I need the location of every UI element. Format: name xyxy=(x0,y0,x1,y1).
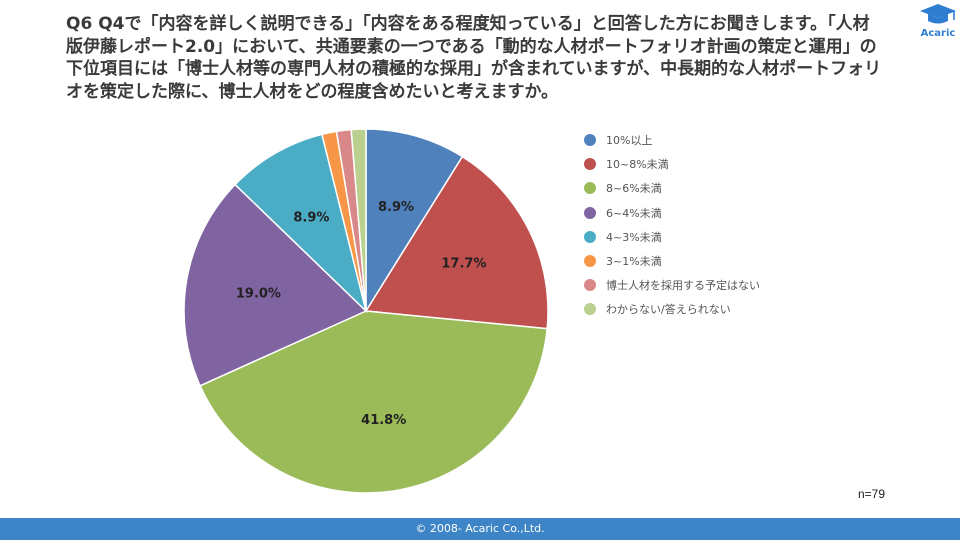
legend-item-6-4pct: 6~4%未満 xyxy=(584,201,760,225)
mortarboard-icon xyxy=(920,4,956,24)
legend-swatch xyxy=(584,182,596,195)
legend-label: 8~6%未満 xyxy=(606,182,662,196)
legend-label: 3~1%未満 xyxy=(606,255,662,269)
legend-item-10-8pct: 10~8%未満 xyxy=(584,152,760,176)
data-label-10pct-plus: 8.9% xyxy=(378,200,414,215)
acaric-logo: Acaric xyxy=(916,2,960,42)
question-text: Q6 Q4で「内容を詳しく説明できる」「内容をある程度知っている」と回答した方に… xyxy=(66,14,882,102)
pie-slice-6-4pct xyxy=(183,183,368,387)
legend-label: 10~8%未満 xyxy=(606,158,669,172)
pie-slice-10-8pct xyxy=(364,155,549,330)
data-label-4-3pct: 8.9% xyxy=(293,210,329,225)
legend-swatch xyxy=(584,255,596,268)
legend-swatch xyxy=(584,158,596,171)
legend-item-3-1pct: 3~1%未満 xyxy=(584,249,760,273)
legend-label: 6~4%未満 xyxy=(606,206,662,220)
legend-label: 4~3%未満 xyxy=(606,230,662,244)
legend-label: 10%以上 xyxy=(606,134,653,148)
data-label-6-4pct: 19.0% xyxy=(236,286,281,301)
legend-item-10pct-plus: 10%以上 xyxy=(584,128,760,152)
legend-swatch xyxy=(584,230,596,243)
chart-legend: 10%以上 10~8%未満 8~6%未満 6~4%未満 4~3%未満 3~1%未満博士人材… xyxy=(584,128,760,322)
legend-swatch xyxy=(584,279,596,292)
pie-slice-4-3pct xyxy=(234,133,368,314)
legend-swatch xyxy=(584,134,596,147)
data-label-10-8pct: 17.7% xyxy=(441,257,486,272)
logo-text: Acaric xyxy=(920,28,956,39)
legend-item-8-6pct: 8~6%未満 xyxy=(584,176,760,200)
legend-item-4-3pct: 4~3%未満 xyxy=(584,225,760,249)
legend-item-unknown: わからない/答えられない xyxy=(584,297,760,321)
footer-copyright: © 2008- Acaric Co.,Ltd. xyxy=(0,518,960,540)
sample-size: n=79 xyxy=(858,487,886,501)
legend-swatch xyxy=(584,206,596,219)
pie-slice-unknown xyxy=(350,128,367,312)
pie-slice-10pct-plus xyxy=(365,128,464,314)
legend-label: わからない/答えられない xyxy=(606,303,731,317)
legend-item-no-plan: 博士人材を採用する予定はない xyxy=(584,273,760,297)
data-label-8-6pct: 41.8% xyxy=(361,413,406,428)
legend-label: 博士人材を採用する予定はない xyxy=(606,279,760,293)
legend-swatch xyxy=(584,303,596,316)
pie-slice-8-6pct xyxy=(199,310,548,494)
